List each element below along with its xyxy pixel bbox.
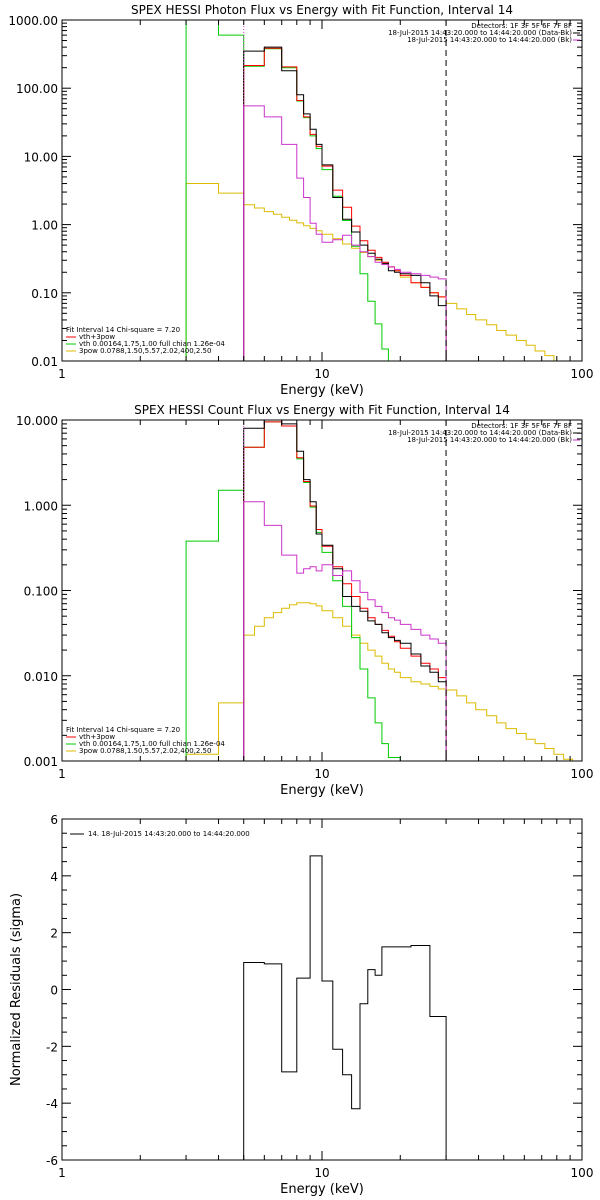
series-line-3pow: [185, 183, 582, 361]
series-line-14-18-jul-2015-14-43-20-000-to-14-44-20-000: [243, 855, 447, 1160]
header-line: 18-Jul-2015 14:43:20.000 to 14:44:20.000…: [388, 429, 572, 437]
x-tick-label: 10: [314, 767, 329, 781]
legend-entry: 3pow 0.0788,1.50,5.57,2.02,400,2.50: [79, 347, 211, 355]
chart-title: SPEX HESSI Photon Flux vs Energy with Fi…: [131, 3, 513, 17]
series-group: [185, 20, 582, 361]
x-tick-label: 100: [571, 367, 594, 381]
y-tick-label: 10.000: [16, 414, 58, 428]
x-tick-label: 1: [58, 767, 66, 781]
y-tick-label: -6: [46, 1154, 58, 1168]
header-line: 18-Jul-2015 14:43:20.000 to 14:44:20.000…: [407, 36, 572, 44]
series-line-vth-3pow: [243, 47, 447, 361]
y-tick-label: 1000.00: [8, 14, 58, 28]
series-line-bk: [243, 105, 447, 361]
x-tick-label: 10: [314, 1166, 329, 1180]
x-tick-label: 1: [58, 367, 66, 381]
header-line: Detectors: 1F 3F 5F 6F 7F 8F: [471, 22, 572, 30]
y-tick-label: 0.01: [31, 355, 58, 369]
legend-entry: 14. 18-Jul-2015 14:43:20.000 to 14:44:20…: [88, 830, 250, 838]
x-tick-label: 1: [58, 1166, 66, 1180]
x-tick-label: 100: [571, 1166, 594, 1180]
legend-entry: vth+3pow: [79, 333, 115, 341]
header-line: 18-Jul-2015 14:43:20.000 to 14:44:20.000…: [388, 29, 572, 37]
plot-frame: [61, 419, 583, 762]
y-tick-label: 100.00: [16, 82, 58, 96]
y-tick-label: -4: [46, 1097, 58, 1111]
y-tick-label: -2: [46, 1040, 58, 1054]
plot-frame: [61, 19, 583, 362]
series-group: [185, 420, 582, 761]
residuals-panel: 1 10 100 -6 -4 -2 0 2 4 6 Energy (keV) Normalized R…: [9, 813, 593, 1197]
series-line-data-bk: [243, 420, 447, 761]
y-tick-label: 0.010: [24, 670, 58, 684]
x-axis-label: Energy (keV): [280, 383, 364, 398]
y-tick-label: 0: [50, 984, 58, 998]
y-tick-label: 0.10: [31, 287, 58, 301]
legend-entry: vth 0.00164,1.75,1.00 full chian 1.26e-0…: [79, 740, 225, 748]
count-flux-panel: SPEX HESSI Count Flux vs Energy with Fit…: [16, 403, 593, 798]
x-axis-label: Energy (keV): [280, 1182, 364, 1197]
photon-flux-panel: SPEX HESSI Photon Flux vs Energy with Fi…: [8, 3, 593, 398]
y-tick-label: 2: [50, 927, 58, 941]
y-axis-label: Normalized Residuals (sigma): [9, 893, 24, 1086]
y-tick-label: 6: [50, 813, 58, 827]
y-tick-label: 1.00: [31, 219, 58, 233]
y-tick-label: 1.000: [24, 499, 58, 513]
y-tick-label: 0.001: [24, 755, 58, 769]
chart-title: SPEX HESSI Count Flux vs Energy with Fit…: [134, 403, 510, 417]
series-line-data-bk: [243, 46, 447, 361]
series-group: [243, 855, 447, 1160]
header-line: 18-Jul-2015 14:43:20.000 to 14:44:20.000…: [407, 436, 572, 444]
legend-entry: vth 0.00164,1.75,1.00 full chian 1.26e-0…: [79, 340, 225, 348]
legend-title: Fit Interval 14 Chi-square = 7.20: [66, 326, 180, 334]
y-tick-label: 10.00: [24, 150, 58, 164]
x-tick-label: 100: [571, 767, 594, 781]
legend-entry: 3pow 0.0788,1.50,5.57,2.02,400,2.50: [79, 747, 211, 755]
series-line-3pow: [185, 602, 582, 761]
x-axis-label: Energy (keV): [280, 783, 364, 798]
legend-entry: vth+3pow: [79, 733, 115, 741]
series-line-vth-3pow: [243, 421, 447, 761]
header-line: Detectors: 1F 3F 5F 6F 7F 8F: [471, 422, 572, 430]
y-tick-label: 4: [50, 870, 58, 884]
series-line-bk: [243, 501, 447, 761]
legend-title: Fit Interval 14 Chi-square = 7.20: [66, 726, 180, 734]
y-tick-label: 0.100: [24, 585, 58, 599]
x-tick-label: 10: [314, 367, 329, 381]
